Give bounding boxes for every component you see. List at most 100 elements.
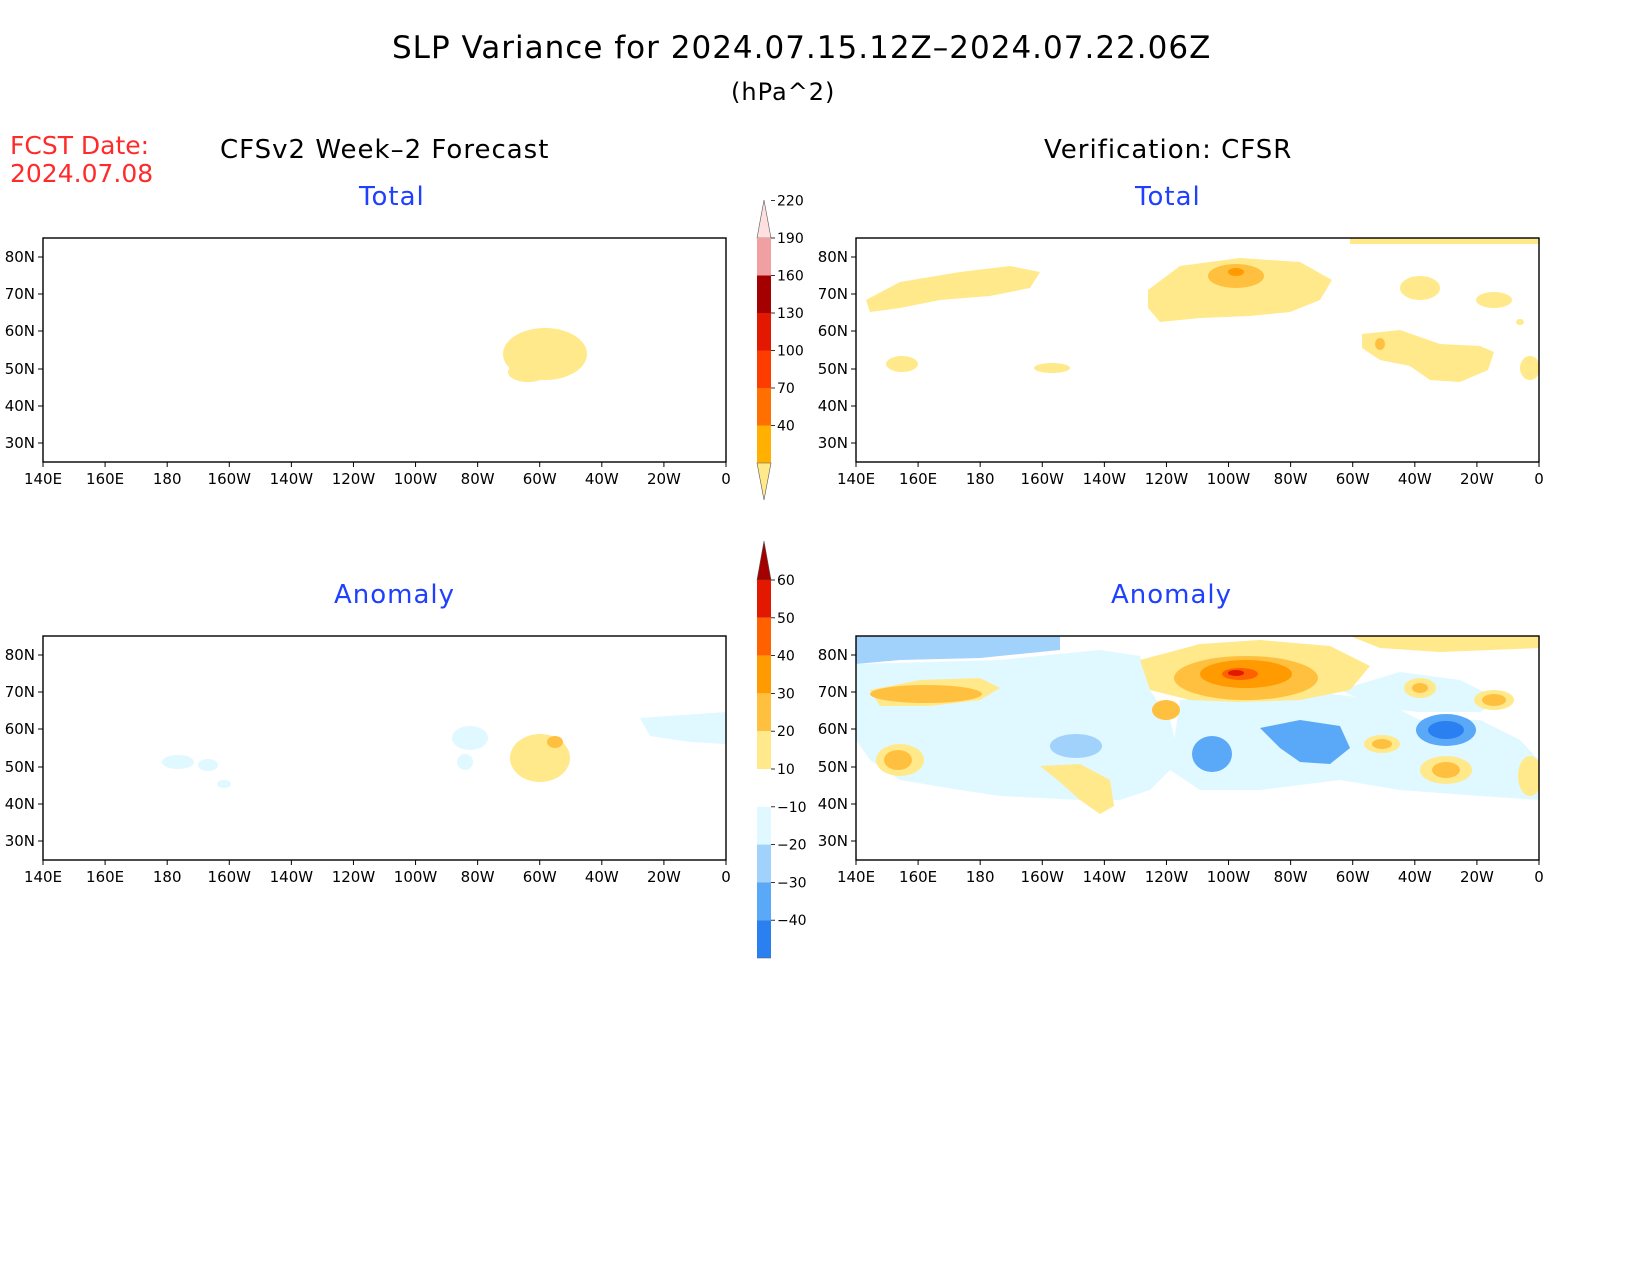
latitude-label: 60N: [5, 322, 35, 340]
latitude-label: 30N: [5, 434, 35, 452]
longitude-label: 160W: [208, 868, 252, 886]
longitude-label: 100W: [1207, 868, 1251, 886]
forecast-anomaly-shading: [162, 712, 726, 788]
longitude-label: 160E: [86, 868, 124, 886]
verification-anomaly-map: 80N 70N 60N 50N 40N 30N 140E 160E 180 160W 140W 120…: [818, 635, 1544, 886]
longitude-label: 40W: [1398, 868, 1432, 886]
longitude-label: 100W: [394, 470, 438, 488]
longitude-label: 140W: [1083, 470, 1127, 488]
colorbar-swatch: [757, 425, 771, 463]
verification-column-header: Verification: CFSR: [1044, 135, 1293, 165]
longitude-label: 140W: [270, 868, 314, 886]
longitude-label: 180: [966, 868, 995, 886]
forecast-total-shading: [503, 328, 587, 382]
colorbar-level-label: 20: [777, 724, 795, 740]
longitude-label: 0: [1534, 470, 1544, 488]
latitude-label: 80N: [818, 646, 848, 664]
longitude-label: 180: [966, 470, 995, 488]
colorbar-swatch: [757, 313, 771, 351]
fcst-date-label: FCST Date:: [10, 131, 150, 160]
longitude-label: 60W: [1336, 868, 1370, 886]
forecast-total-frame: [42, 237, 727, 463]
longitude-label: 40W: [585, 868, 619, 886]
colorbar-bottom-arrow: [756, 462, 772, 501]
longitude-label: 20W: [647, 470, 681, 488]
latitude-label: 80N: [5, 248, 35, 266]
latitude-label: 70N: [818, 285, 848, 303]
longitude-label: 120W: [332, 470, 376, 488]
latitude-label: 60N: [5, 720, 35, 738]
latitude-label: 40N: [5, 397, 35, 415]
latitude-label: 80N: [5, 646, 35, 664]
latitude-label: 60N: [818, 322, 848, 340]
verification-total-shading: [866, 238, 1539, 382]
longitude-label: 40W: [1398, 470, 1432, 488]
longitude-label: 40W: [585, 470, 619, 488]
latitude-label: 40N: [818, 795, 848, 813]
longitude-label: 80W: [1274, 470, 1308, 488]
verification-total-frame: [855, 237, 1540, 463]
longitude-label: 160W: [208, 470, 252, 488]
units-label: (hPa^2): [731, 78, 836, 106]
forecast-anomaly-map: 80N 70N 60N 50N 40N 30N 140E 160E 180 160W 140W 120…: [5, 635, 731, 886]
longitude-label: 0: [721, 470, 731, 488]
colorbar-level-label: 60: [777, 573, 795, 589]
colorbar-swatch: [757, 844, 771, 883]
longitude-label: 20W: [647, 868, 681, 886]
colorbar-swatch: [757, 806, 771, 845]
longitude-label: 180: [153, 868, 182, 886]
verification-total-map: 80N 70N 60N 50N 40N 30N 140E 160E 180 160W 140W 120…: [818, 237, 1544, 488]
latitude-label: 50N: [5, 360, 35, 378]
anomaly-colorbar: −40 −30 −20 −10 10 20 30 40 50 60: [756, 540, 807, 959]
colorbar-level-label: −40: [777, 913, 807, 929]
latitude-label: 30N: [5, 832, 35, 850]
fcst-date-value: 2024.07.08: [10, 159, 154, 188]
longitude-label: 160W: [1021, 868, 1065, 886]
colorbar-swatch: [757, 731, 771, 769]
verification-anomaly-frame: [855, 635, 1540, 861]
colorbar-swatch: [757, 920, 771, 958]
latitude-label: 80N: [818, 248, 848, 266]
latitude-label: 30N: [818, 832, 848, 850]
colorbar-level-label: 190: [777, 231, 804, 247]
longitude-label: 60W: [1336, 470, 1370, 488]
colorbar-level-label: 10: [777, 762, 795, 778]
colorbar-level-label: −10: [777, 800, 807, 816]
longitude-label: 20W: [1460, 470, 1494, 488]
latitude-label: 30N: [818, 434, 848, 452]
colorbar-swatch: [757, 238, 771, 276]
longitude-label: 160W: [1021, 470, 1065, 488]
latitude-label: 70N: [5, 683, 35, 701]
colorbar-level-label: 100: [777, 344, 804, 360]
longitude-label: 0: [1534, 868, 1544, 886]
longitude-label: 60W: [523, 470, 557, 488]
colorbar-level-label: 40: [777, 419, 795, 435]
verification-anomaly-subtitle: Anomaly: [1111, 580, 1233, 610]
longitude-label: 160E: [86, 470, 124, 488]
colorbar-level-label: 30: [777, 686, 795, 702]
colorbar-swatch: [757, 617, 771, 656]
longitude-label: 0: [721, 868, 731, 886]
verification-anomaly-shading: [856, 636, 1539, 814]
longitude-label: 60W: [523, 868, 557, 886]
colorbar-level-label: 70: [777, 381, 795, 397]
forecast-column-header: CFSv2 Week–2 Forecast: [220, 135, 550, 165]
colorbar-top-arrow: [756, 540, 772, 581]
latitude-label: 50N: [5, 758, 35, 776]
colorbar-level-label: 50: [777, 611, 795, 627]
colorbar-level-label: −20: [777, 838, 807, 854]
latitude-label: 70N: [818, 683, 848, 701]
longitude-label: 100W: [1207, 470, 1251, 488]
longitude-label: 80W: [1274, 868, 1308, 886]
longitude-label: 120W: [332, 868, 376, 886]
colorbar-swatch: [757, 655, 771, 694]
colorbar-top-arrow: [756, 199, 772, 239]
colorbar-level-label: 130: [777, 306, 804, 322]
latitude-label: 70N: [5, 285, 35, 303]
forecast-anomaly-frame: [42, 635, 727, 861]
colorbar-swatch: [757, 275, 771, 313]
forecast-anomaly-subtitle: Anomaly: [334, 580, 456, 610]
colorbar-level-label: −30: [777, 875, 807, 891]
total-colorbar: 40 70 100 130 160 190 220: [756, 194, 804, 501]
longitude-label: 100W: [394, 868, 438, 886]
